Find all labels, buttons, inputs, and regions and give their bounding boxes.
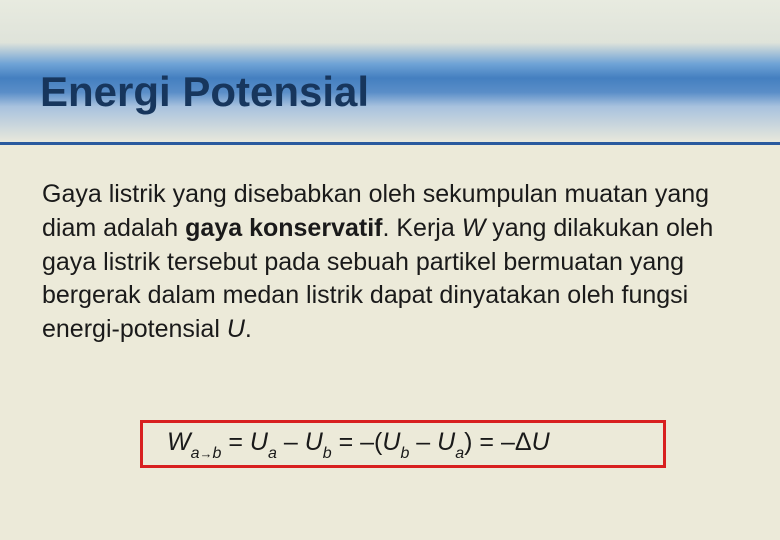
formula-W: W [167, 428, 191, 456]
formula-U-final: U [532, 428, 550, 456]
body-text-4: . [245, 315, 252, 343]
formula-delta: Δ [515, 428, 532, 456]
body-ital-W: W [462, 214, 486, 242]
body-paragraph: Gaya listrik yang disebabkan oleh sekump… [42, 178, 738, 347]
formula-sub-a2: a [268, 445, 277, 462]
formula-Ub2: U [382, 428, 400, 456]
formula-sub-b: b [213, 445, 222, 462]
formula-Ub: U [305, 428, 323, 456]
formula-close: ) = – [464, 428, 515, 456]
body-ital-U: U [227, 315, 245, 343]
formula-box: Wa→b = Ua – Ub = –(Ub – Ua) = –ΔU [140, 420, 666, 468]
formula-eq1: = [221, 428, 250, 456]
formula-arrow: → [200, 446, 213, 461]
formula-minus2: – [409, 428, 437, 456]
formula-sub-b2: b [323, 445, 332, 462]
formula-sub-a3: a [455, 445, 464, 462]
formula-Ua2: U [437, 428, 455, 456]
formula-Ua: U [250, 428, 268, 456]
formula-sub-b3: b [400, 445, 409, 462]
body-text-2: . Kerja [382, 214, 461, 242]
formula-eq2: = –( [332, 428, 383, 456]
slide-title: Energi Potensial [40, 68, 369, 116]
formula-content: Wa→b = Ua – Ub = –(Ub – Ua) = –ΔU [167, 428, 550, 461]
formula-minus1: – [277, 428, 305, 456]
formula-sub-a: a [191, 445, 200, 462]
body-bold-konservatif: gaya konservatif [185, 214, 382, 242]
